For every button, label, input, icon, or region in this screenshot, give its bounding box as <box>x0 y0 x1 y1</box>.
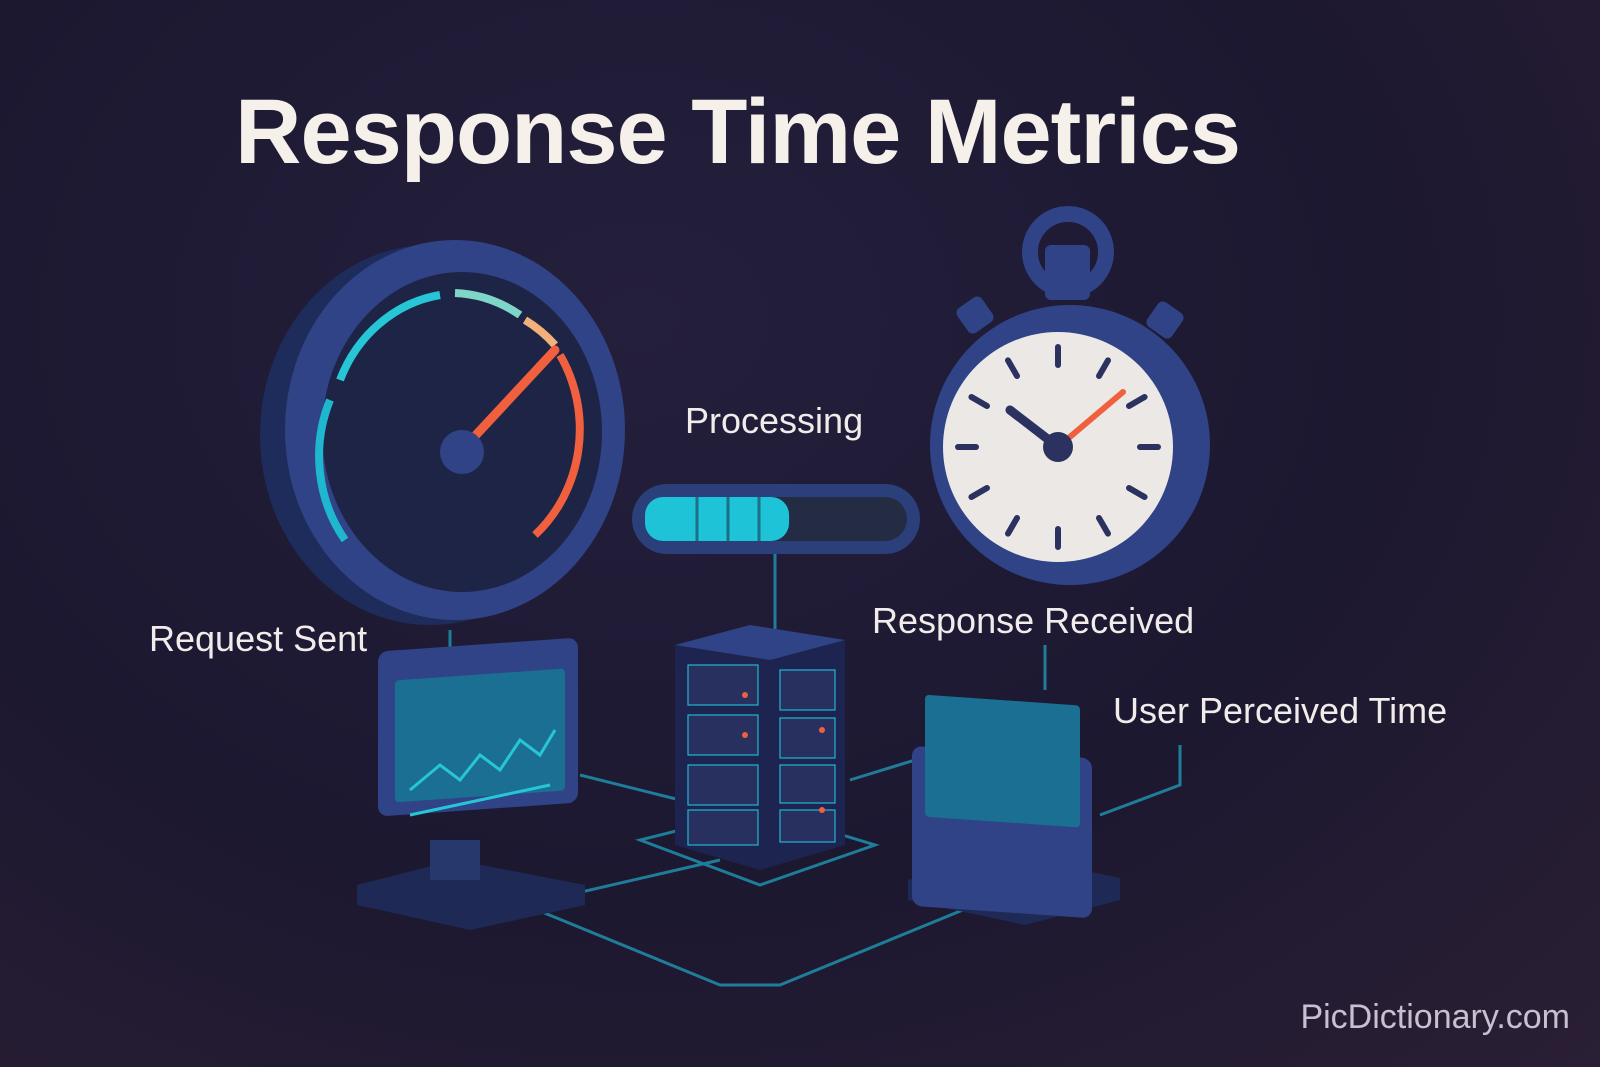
monitor-left-icon <box>357 638 585 930</box>
stopwatch-tick <box>1005 515 1020 537</box>
gauge-needle <box>457 345 560 455</box>
label-processing: Processing <box>685 400 864 441</box>
label-user-perceived-time: User Perceived Time <box>1113 690 1448 731</box>
stopwatch-tick <box>1096 515 1111 537</box>
watermark: PicDictionary.com <box>1300 998 1570 1036</box>
stopwatch-tick <box>1126 394 1148 409</box>
label-response-received: Response Received <box>872 600 1195 641</box>
speedometer-gauge-icon <box>260 240 625 625</box>
page-title: Response Time Metrics <box>235 81 1241 183</box>
stopwatch-tick <box>968 485 990 500</box>
stopwatch-icon <box>930 206 1210 585</box>
server-icon <box>675 625 845 870</box>
progress-fill <box>645 497 790 541</box>
progress-bar <box>632 484 920 554</box>
stopwatch-tick <box>968 394 990 409</box>
stopwatch-tick <box>1126 485 1148 500</box>
stopwatch-tick <box>1005 357 1020 379</box>
monitor-right-icon <box>908 694 1120 925</box>
stopwatch-tick <box>1096 357 1111 379</box>
label-request-sent: Request Sent <box>149 618 368 659</box>
